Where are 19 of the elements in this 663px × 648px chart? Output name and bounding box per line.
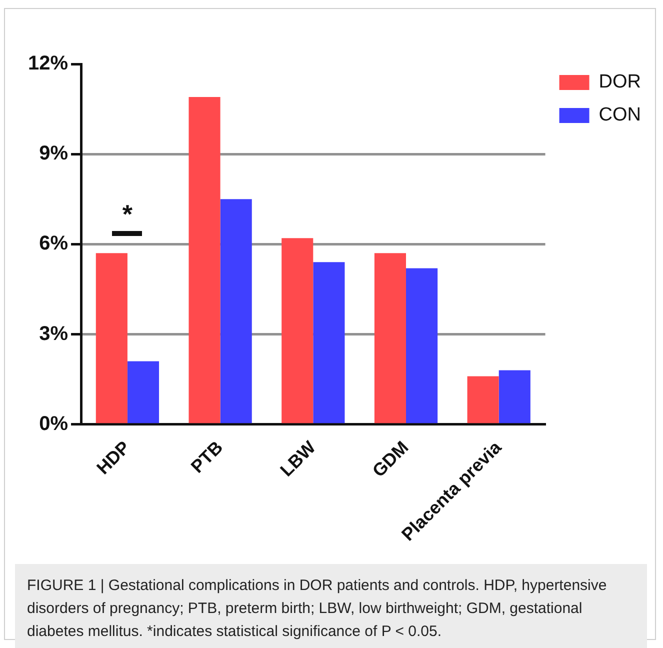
bar [313, 262, 345, 424]
y-tick-label: 0% [39, 412, 68, 435]
legend-label: DOR [598, 72, 642, 93]
y-tick-label: 6% [39, 232, 68, 255]
legend-label: CON [598, 104, 642, 126]
bar [374, 253, 406, 424]
bar [406, 268, 438, 424]
bar [188, 97, 220, 424]
bar [127, 361, 160, 424]
y-tick-label: 9% [39, 142, 68, 165]
y-tick-label: 3% [39, 322, 68, 345]
annotation: * [121, 199, 134, 230]
caption: FIGURE 1 | Gestational complications in DOR patients and controls. HDP, hypertensive disorders of pregnancy; PTB, preterm birth; LBW, low birthweight; GDM, gestational diabetes mellitus. *indicates statistical significance of P < 0.05. [15, 564, 647, 648]
bar [282, 238, 314, 424]
bar [220, 199, 252, 424]
bar [498, 370, 530, 424]
bar [467, 376, 499, 424]
y-tick-label: 12% [28, 52, 68, 75]
bar [96, 253, 128, 424]
